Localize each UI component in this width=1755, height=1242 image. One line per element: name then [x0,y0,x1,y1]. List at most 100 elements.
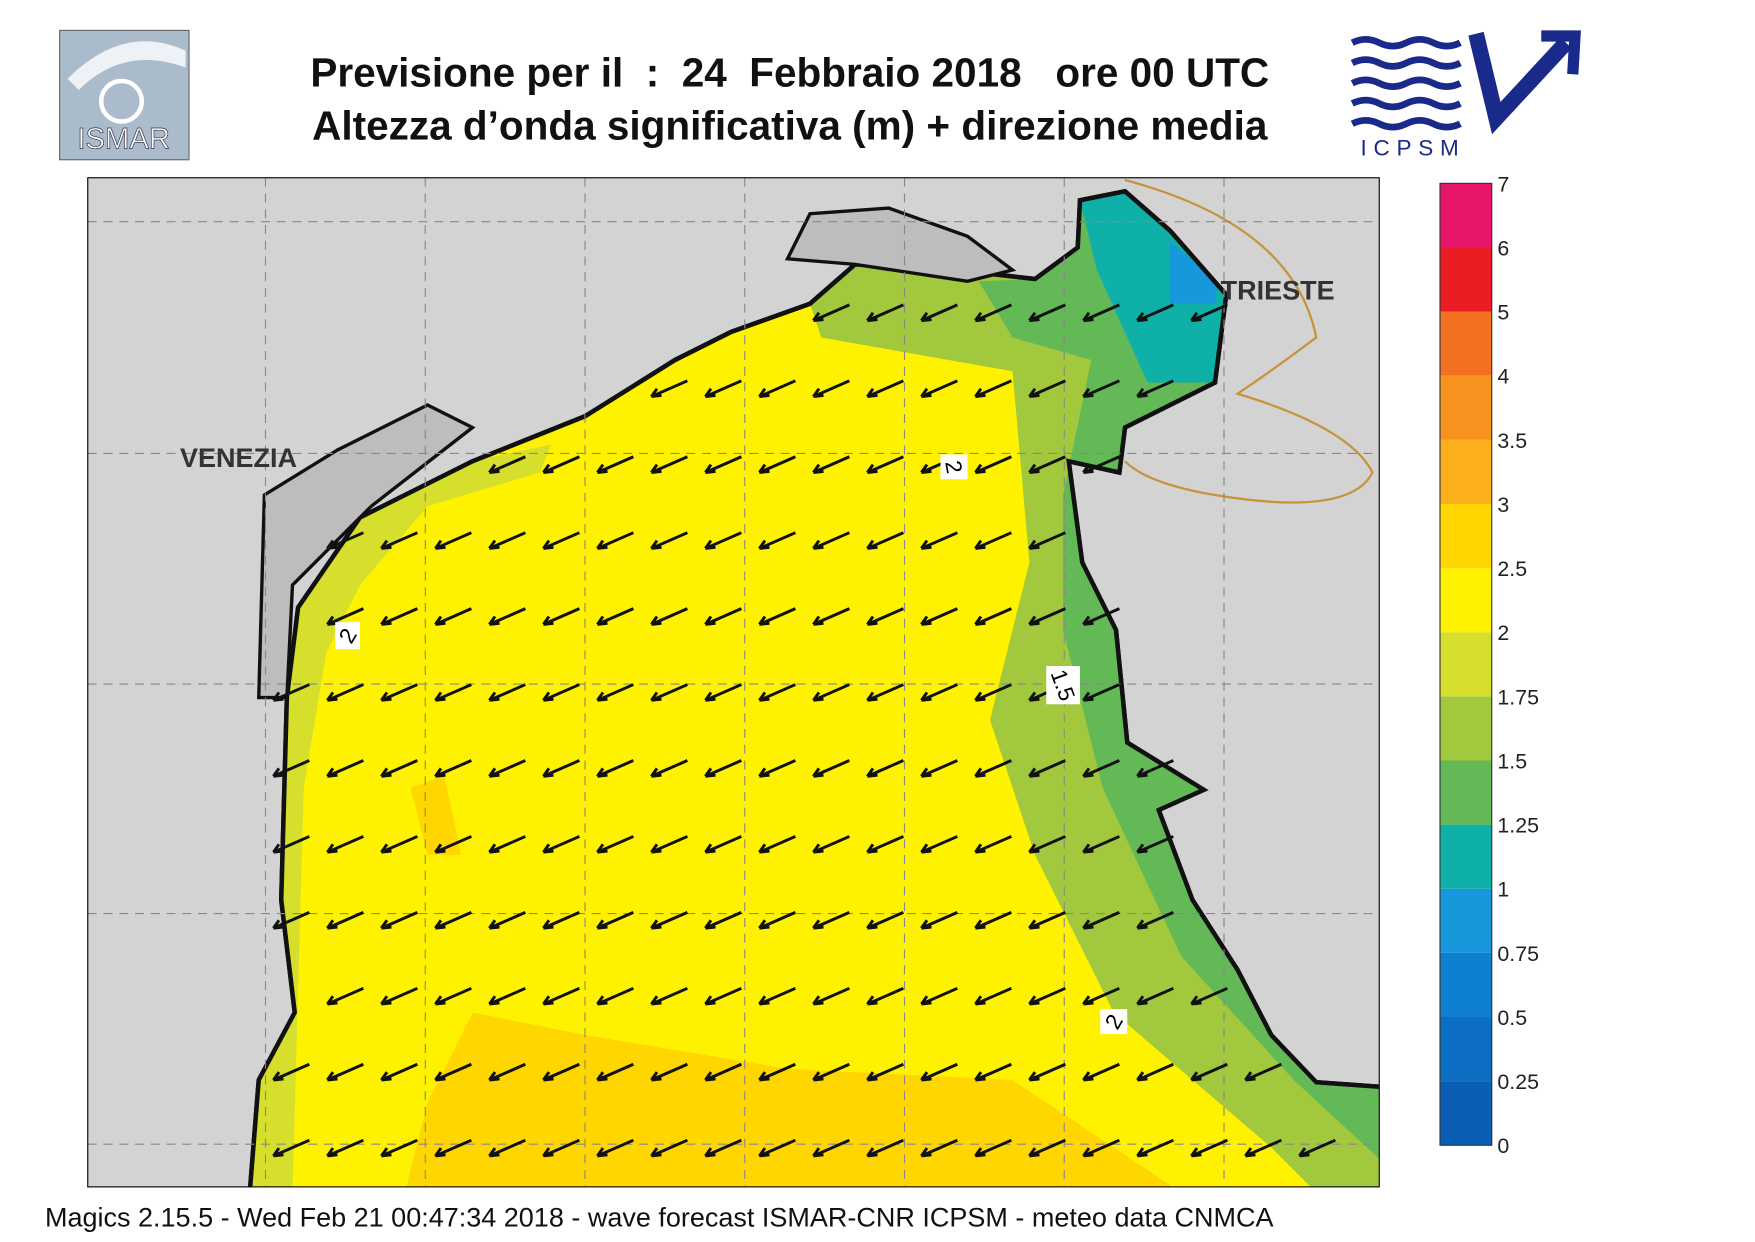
wave-arrow [1082,303,1120,323]
wave-arrow [272,835,310,854]
colorbar-swatch [1440,375,1492,440]
wave-arrow [1136,303,1174,323]
band-150 [978,191,1380,1187]
arrows [272,303,1336,1158]
wave-arrow [1244,1062,1282,1082]
wave-arrow [920,911,958,930]
wave-arrow [758,759,796,778]
wave-arrow [866,835,904,854]
map-frame [87,177,1380,1188]
wave-arrow [704,607,742,626]
colorbar-swatch [1440,824,1492,889]
wave-arrow [542,531,580,550]
wave-arrow [812,379,850,399]
wave-arrow [380,1062,418,1082]
wave-arrow [380,1138,418,1158]
colorbar-label: 2 [1497,621,1509,645]
wave-arrow [272,1138,310,1158]
wave-arrow [326,683,364,702]
colorbar-swatch [1440,888,1492,953]
band-250b [410,776,462,855]
label-bg [335,622,360,650]
band-100 [1170,241,1218,304]
border [1124,178,1374,504]
colorbar-label: 6 [1497,236,1509,260]
colorbar-swatch [1440,1081,1492,1146]
wave-arrow [434,986,472,1006]
colorbar-swatch [1440,696,1492,761]
wave-arrow [1028,911,1066,930]
colorbar-swatch [1440,247,1492,312]
wave-arrow [866,531,904,550]
title-line2: Altezza d’onda significativa (m) + direz… [312,103,1268,149]
wave-arrow [596,911,634,930]
wave-arrow [704,1138,742,1158]
wave-arrow [1028,835,1066,854]
wave-arrow [812,455,850,474]
wave-arrow [920,531,958,550]
wave-arrow [866,1062,904,1082]
wave-arrow [1028,303,1066,323]
wave-arrow [596,607,634,626]
colorbar: 0 0.25 0.5 0.75 1 1.25 1.5 1.75 2 2.5 3 3.5 4 5 6 7 [1439,172,1539,1158]
wave-arrow [272,683,310,702]
colorbar-label: 0 [1497,1134,1509,1158]
wave-arrow [1136,379,1174,399]
colorbar-swatch [1440,1017,1492,1082]
wave-arrow [920,379,958,399]
wave-arrow [1082,759,1120,778]
colorbar-label: 5 [1497,301,1509,325]
wave-arrow [704,986,742,1006]
wave-arrow [542,835,580,854]
logo-waves [1350,36,1462,131]
wave-arrow [758,835,796,854]
wave-arrow [488,1138,526,1158]
colorbar-label: 3 [1497,493,1509,517]
wave-arrow [488,607,526,626]
wave-arrow [650,835,688,854]
wave-arrow [866,303,904,323]
logo-text: ICPSM [1360,135,1465,160]
wave-arrow [812,531,850,550]
wave-arrow [488,759,526,778]
wave-arrow [1136,1062,1174,1082]
colorbar-frame [1439,182,1493,1146]
wave-arrow [920,835,958,854]
wave-arrow [1136,1138,1174,1158]
band-200-west [250,444,552,1187]
wave-arrow [866,379,904,399]
wave-arrow [812,911,850,930]
colorbar-label: 0.5 [1497,1006,1527,1030]
wave-arrow [920,303,958,323]
wave-arrow [326,835,364,854]
wave-arrow [650,455,688,474]
wave-arrow [1082,1138,1120,1158]
wave-arrow [1082,986,1120,1006]
wave-arrow [542,1062,580,1082]
wave-arrow [380,835,418,854]
logo-text: ISMAR [77,124,170,156]
wave-arrow [488,911,526,930]
wave-arrow [380,683,418,702]
wave-arrow [542,1138,580,1158]
wave-arrow [704,1062,742,1082]
wave-arrow [542,607,580,626]
wave-arrow [326,759,364,778]
colorbar-label: 1 [1497,878,1509,902]
wave-arrow [380,531,418,550]
wave-arrow [434,759,472,778]
colorbar-swatch [1440,439,1492,504]
wave-arrow [974,759,1012,778]
wave-arrow [1136,835,1174,854]
wave-arrow [596,835,634,854]
wave-arrow [488,683,526,702]
wave-arrow [542,683,580,702]
wave-arrow [1028,986,1066,1006]
lagoon-grado [784,206,1017,283]
wave-arrow [380,759,418,778]
place-label: VENEZIA [180,443,297,473]
wave-arrow [326,1062,364,1082]
wave-arrow [758,531,796,550]
logo-swoosh [67,41,186,90]
